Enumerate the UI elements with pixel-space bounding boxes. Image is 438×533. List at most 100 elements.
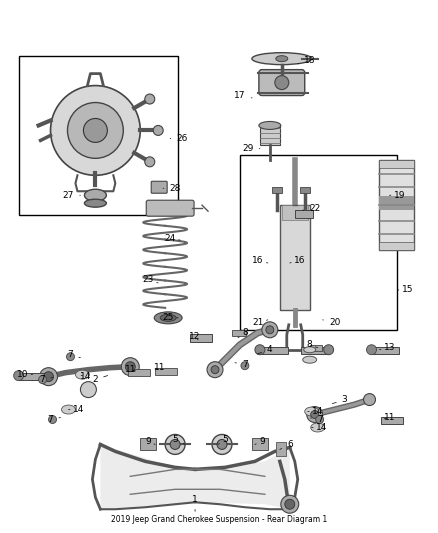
Text: 4: 4 <box>258 345 272 354</box>
Text: 3: 3 <box>332 395 347 404</box>
Text: 7: 7 <box>48 415 60 424</box>
Ellipse shape <box>305 407 319 416</box>
Text: 7: 7 <box>40 375 53 384</box>
Circle shape <box>39 368 57 385</box>
Text: 23: 23 <box>142 276 158 285</box>
Circle shape <box>307 407 323 423</box>
Circle shape <box>81 382 96 398</box>
Circle shape <box>217 439 227 449</box>
Bar <box>381 416 403 424</box>
Text: 16: 16 <box>290 255 305 264</box>
Bar <box>379 160 414 250</box>
Circle shape <box>43 372 53 382</box>
Text: 15: 15 <box>397 286 413 294</box>
Circle shape <box>207 362 223 378</box>
Ellipse shape <box>61 405 75 414</box>
FancyBboxPatch shape <box>151 181 167 193</box>
Bar <box>260 125 280 146</box>
Ellipse shape <box>259 122 281 130</box>
Text: 2019 Jeep Grand Cherokee Suspension - Rear Diagram 1: 2019 Jeep Grand Cherokee Suspension - Re… <box>111 515 327 524</box>
Text: 8: 8 <box>307 340 318 349</box>
Ellipse shape <box>303 356 317 363</box>
Circle shape <box>212 434 232 455</box>
Text: 19: 19 <box>389 191 405 200</box>
Bar <box>190 334 212 342</box>
Text: 14: 14 <box>312 423 327 432</box>
Text: 27: 27 <box>63 191 81 200</box>
Text: 24: 24 <box>165 233 180 243</box>
Bar <box>260 347 288 354</box>
Circle shape <box>170 439 180 449</box>
Circle shape <box>39 376 46 384</box>
Ellipse shape <box>160 314 176 321</box>
Bar <box>379 160 414 168</box>
Bar <box>310 345 321 351</box>
Circle shape <box>67 353 74 361</box>
Text: 21: 21 <box>252 318 268 327</box>
Text: 7: 7 <box>311 415 322 424</box>
Bar <box>295 210 313 218</box>
Ellipse shape <box>154 312 182 324</box>
Text: 7: 7 <box>67 350 81 359</box>
Ellipse shape <box>311 423 325 432</box>
FancyBboxPatch shape <box>259 70 305 95</box>
Text: 11: 11 <box>384 413 395 422</box>
Bar <box>272 187 282 193</box>
Circle shape <box>241 362 249 370</box>
Circle shape <box>316 416 324 424</box>
Ellipse shape <box>304 347 316 353</box>
Text: 11: 11 <box>124 365 136 374</box>
Text: 18: 18 <box>298 56 315 65</box>
Text: 12: 12 <box>189 332 201 341</box>
Bar <box>155 368 177 375</box>
Circle shape <box>266 326 274 334</box>
Circle shape <box>145 157 155 167</box>
Bar <box>379 196 414 209</box>
Bar <box>232 330 246 336</box>
Bar <box>19 55 178 215</box>
Bar <box>128 369 150 376</box>
Text: 14: 14 <box>68 405 84 414</box>
Circle shape <box>364 393 375 406</box>
Circle shape <box>153 125 163 135</box>
Text: 5: 5 <box>218 435 228 445</box>
Bar <box>300 187 310 193</box>
Circle shape <box>83 118 107 142</box>
Bar <box>240 155 397 330</box>
Text: 13: 13 <box>379 343 395 352</box>
Ellipse shape <box>252 53 312 64</box>
Polygon shape <box>100 445 290 509</box>
Circle shape <box>145 94 155 104</box>
Circle shape <box>67 102 124 158</box>
Circle shape <box>125 362 135 372</box>
Circle shape <box>255 345 265 355</box>
Text: 11: 11 <box>155 363 166 372</box>
Ellipse shape <box>85 199 106 207</box>
Text: 14: 14 <box>308 407 323 416</box>
Text: 29: 29 <box>242 144 260 153</box>
Text: 20: 20 <box>323 318 340 327</box>
Ellipse shape <box>275 76 289 90</box>
Text: 9: 9 <box>145 437 155 446</box>
Circle shape <box>165 434 185 455</box>
Text: 22: 22 <box>303 204 320 213</box>
Text: 10: 10 <box>17 370 32 379</box>
Circle shape <box>49 416 57 424</box>
Text: 26: 26 <box>170 134 188 143</box>
Ellipse shape <box>276 55 288 62</box>
Text: 9: 9 <box>255 437 265 446</box>
Circle shape <box>50 86 140 175</box>
Text: 16: 16 <box>252 255 268 264</box>
Text: 28: 28 <box>163 184 181 193</box>
Ellipse shape <box>75 370 89 379</box>
Text: 14: 14 <box>80 372 91 381</box>
Text: 8: 8 <box>238 328 248 338</box>
FancyBboxPatch shape <box>146 200 194 216</box>
Circle shape <box>285 499 295 509</box>
Circle shape <box>121 358 139 376</box>
Circle shape <box>262 322 278 338</box>
Circle shape <box>311 410 319 418</box>
Bar <box>371 347 399 354</box>
Text: 7: 7 <box>235 360 248 369</box>
Circle shape <box>14 370 24 381</box>
